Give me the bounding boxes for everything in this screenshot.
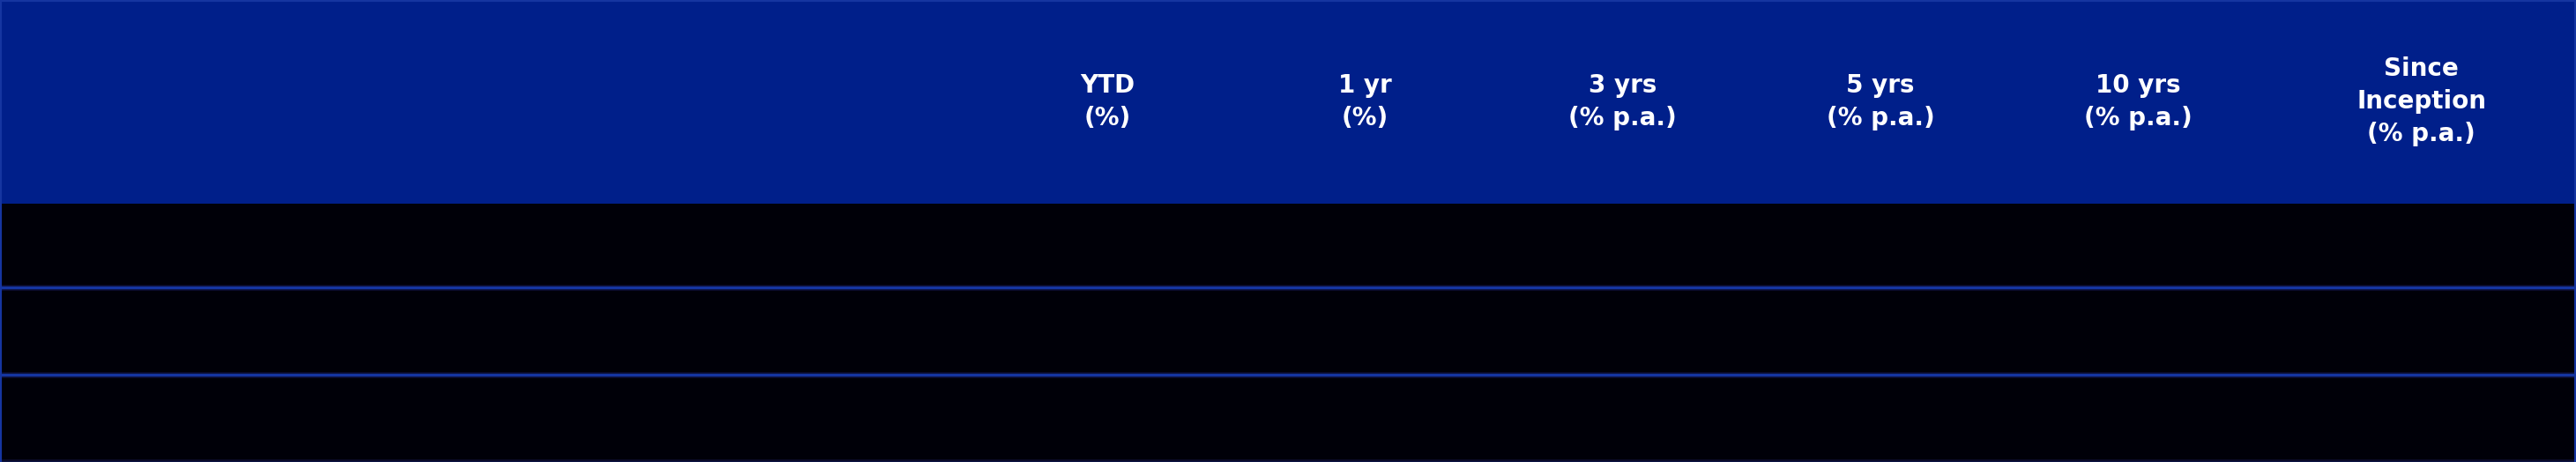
Bar: [0, 460, 2576, 462]
Bar: [0, 291, 2576, 372]
Text: 5 yrs
(% p.a.): 5 yrs (% p.a.): [1826, 73, 1935, 130]
Text: YTD
(%): YTD (%): [1079, 73, 1136, 130]
Bar: [0, 372, 2576, 378]
Bar: [0, 0, 2576, 203]
Bar: [0, 203, 2576, 285]
Bar: [0, 378, 2576, 460]
Text: 3 yrs
(% p.a.): 3 yrs (% p.a.): [1569, 73, 1677, 130]
Text: 1 yr
(%): 1 yr (%): [1340, 73, 1391, 130]
Text: Since
Inception
(% p.a.): Since Inception (% p.a.): [2357, 57, 2486, 146]
Bar: [0, 285, 2576, 291]
Text: 10 yrs
(% p.a.): 10 yrs (% p.a.): [2084, 73, 2192, 130]
